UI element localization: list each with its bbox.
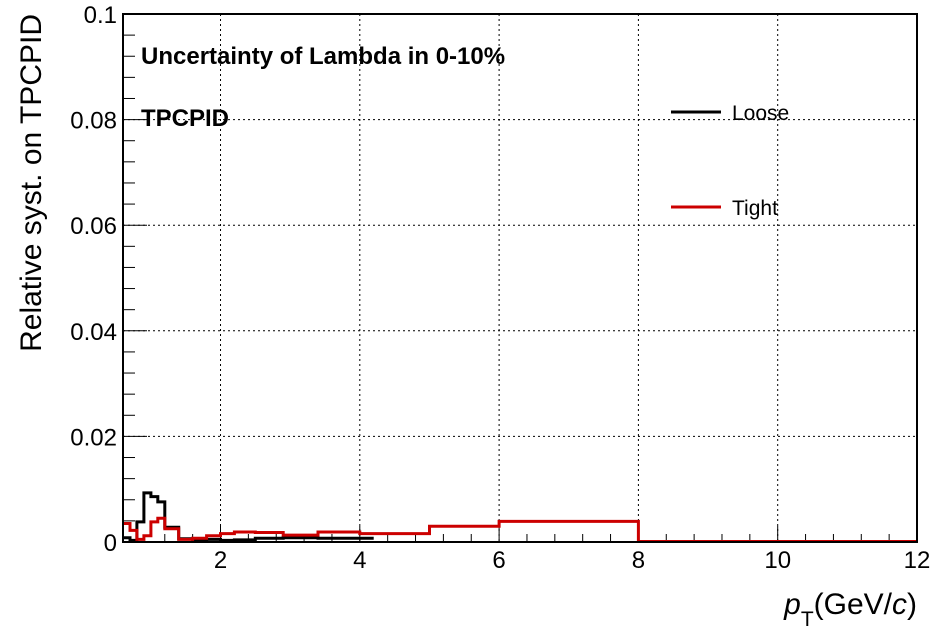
x-axis-unit-c: c <box>892 588 907 621</box>
x-tick-label: 8 <box>632 547 645 574</box>
y-tick-label: 0.1 <box>84 2 117 29</box>
y-tick-label: 0.04 <box>70 319 117 346</box>
annotation-subtitle: TPCPID <box>141 105 229 132</box>
axis-ticks <box>123 13 918 543</box>
x-axis-subscript: T <box>801 608 814 631</box>
y-tick-label: 0.02 <box>70 424 117 451</box>
series-tight-line <box>123 516 917 543</box>
plot-frame <box>122 13 918 543</box>
annotation-title: Uncertainty of Lambda in 0-10% <box>141 43 505 70</box>
x-axis-unit-open: (GeV/ <box>814 588 893 621</box>
grid-lines <box>123 14 917 542</box>
x-tick-label: 12 <box>904 547 931 574</box>
legend-label-loose: Loose <box>732 102 789 125</box>
x-tick-label: 4 <box>353 547 366 574</box>
x-tick-label: 6 <box>492 547 505 574</box>
x-tick-label: 2 <box>214 547 227 574</box>
y-tick-label: 0.06 <box>70 213 117 240</box>
y-tick-label: 0.08 <box>70 108 117 135</box>
x-axis-var: p <box>783 588 801 621</box>
x-axis-unit-close: ) <box>907 588 917 621</box>
y-axis-title: Relative syst. on TPCPID <box>15 14 48 352</box>
x-axis-title: pT(GeV/c) <box>783 588 917 631</box>
legend-label-tight: Tight <box>732 197 778 220</box>
x-tick-label: 10 <box>764 547 791 574</box>
y-tick-labels: 0 0.02 0.04 0.06 0.08 0.1 <box>70 2 117 557</box>
x-tick-labels: 2 4 6 8 10 12 <box>214 547 931 574</box>
y-tick-label: 0 <box>104 530 117 557</box>
legend: Loose Tight <box>671 102 789 220</box>
data-series <box>123 491 917 543</box>
